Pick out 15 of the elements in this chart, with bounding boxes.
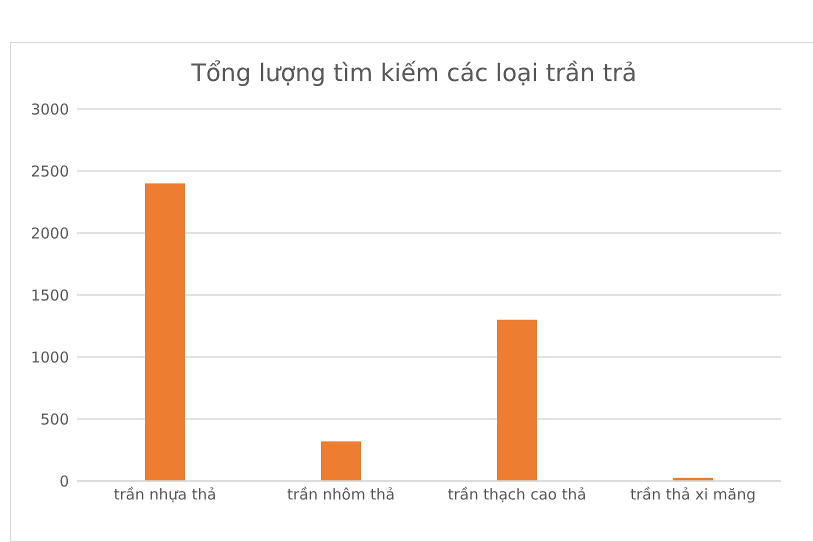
bar bbox=[145, 183, 185, 481]
x-tick-label: trần nhựa thả bbox=[114, 486, 216, 504]
bar bbox=[497, 320, 537, 481]
y-tick-label: 1000 bbox=[30, 348, 69, 366]
chart-title: Tổng lượng tìm kiếm các loại trần trả bbox=[190, 59, 638, 87]
y-tick-label: 500 bbox=[40, 410, 69, 428]
y-tick-label: 1500 bbox=[30, 286, 69, 304]
x-tick-label: trần nhôm thả bbox=[287, 486, 395, 504]
x-tick-label: trần thạch cao thả bbox=[448, 486, 586, 504]
bar bbox=[321, 441, 361, 481]
y-tick-label: 0 bbox=[59, 472, 69, 490]
y-tick-label: 2500 bbox=[30, 162, 69, 180]
x-tick-label: trần thả xi măng bbox=[630, 486, 756, 504]
y-tick-label: 2000 bbox=[30, 224, 69, 242]
y-tick-label: 3000 bbox=[30, 100, 69, 118]
